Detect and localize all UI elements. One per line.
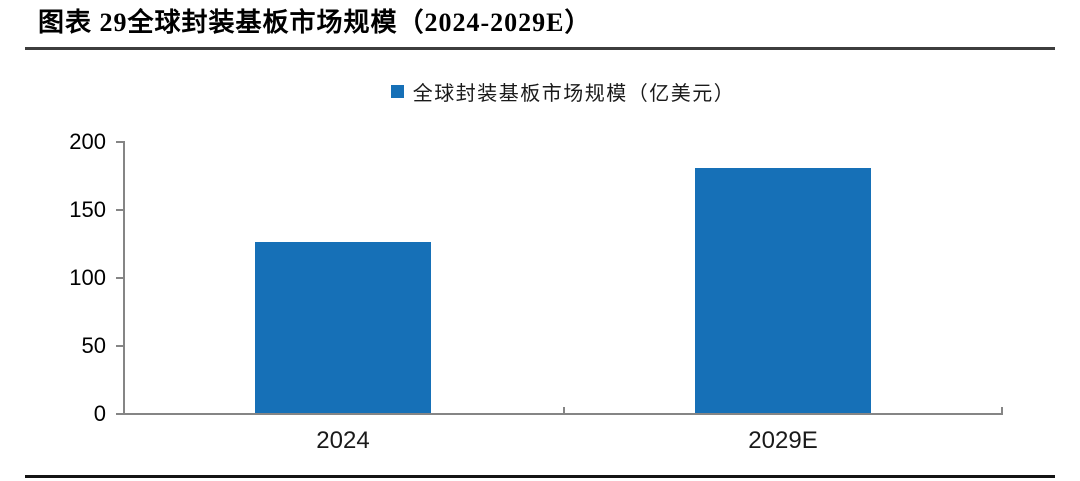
y-axis-tick [116, 209, 123, 211]
y-axis-tick [116, 413, 123, 415]
y-axis-tick-label: 200 [69, 129, 106, 154]
title-rule [25, 47, 1055, 50]
y-axis-tick-label: 100 [69, 265, 106, 290]
x-axis-tick [563, 407, 565, 413]
x-axis-tick [1001, 407, 1003, 413]
legend: 全球封装基板市场规模（亿美元） [123, 78, 1003, 105]
bar-2024 [255, 241, 431, 413]
y-axis [123, 141, 125, 415]
y-axis-tick [116, 277, 123, 279]
legend-label: 全球封装基板市场规模（亿美元） [412, 82, 736, 105]
y-axis-tick-label: 150 [69, 197, 106, 222]
y-axis-tick-label: 50 [81, 333, 106, 358]
y-axis-tick-label: 0 [93, 401, 106, 426]
legend-marker-icon [390, 84, 404, 98]
bar-2029E [695, 168, 871, 413]
y-axis-tick [116, 141, 123, 143]
x-axis-label-2029E: 2029E [748, 427, 818, 454]
y-axis-tick [116, 345, 123, 347]
figure-bottom-rule [25, 475, 1055, 478]
figure-title: 图表 29全球封装基板市场规模（2024-2029E） [38, 8, 592, 37]
x-axis-label-2024: 2024 [316, 427, 370, 454]
x-axis [123, 413, 1003, 415]
